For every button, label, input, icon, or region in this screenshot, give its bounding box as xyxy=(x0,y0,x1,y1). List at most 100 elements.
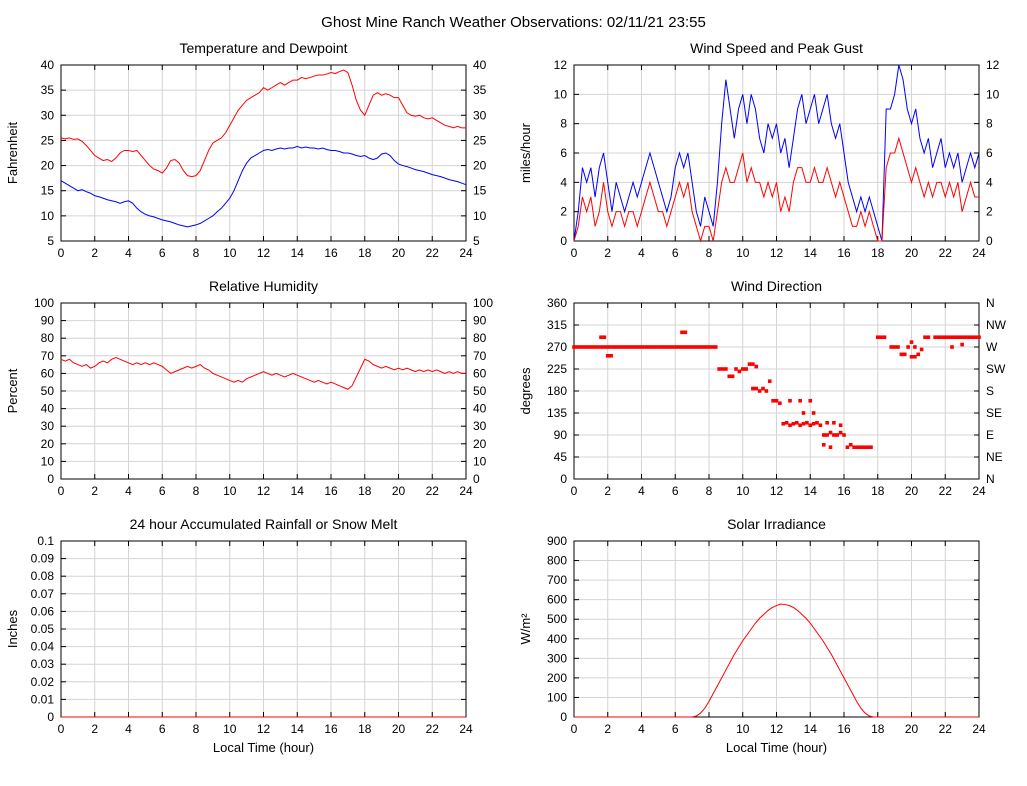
y-axis-label: W/m² xyxy=(518,613,533,645)
svg-text:25: 25 xyxy=(473,133,487,147)
svg-text:6: 6 xyxy=(672,246,679,260)
svg-text:225: 225 xyxy=(547,362,567,376)
svg-text:40: 40 xyxy=(41,58,55,72)
svg-text:2: 2 xyxy=(91,722,98,736)
series-wind-speed xyxy=(573,136,979,243)
svg-text:N: N xyxy=(986,296,995,310)
grid-lines xyxy=(573,64,980,242)
y-axis-label: Inches xyxy=(5,609,20,648)
svg-text:16: 16 xyxy=(837,484,851,498)
svg-text:500: 500 xyxy=(547,612,567,626)
chart-title: Relative Humidity xyxy=(209,278,318,294)
svg-text:0: 0 xyxy=(473,472,480,486)
svg-text:900: 900 xyxy=(547,534,567,548)
chart-wind-speed-peak-gust: 0 2 4 6 8 10 12 14 16 18 20 22 24 0 2 4 6 8 10 12 0 2 4 6 8 10 12 W… xyxy=(516,39,1023,265)
svg-text:0: 0 xyxy=(58,722,65,736)
charts-grid: 0 2 4 6 8 10 12 14 16 18 20 22 24 5 10 15 20 25 30 35 40 5 10 1… xyxy=(0,39,1027,759)
svg-text:0: 0 xyxy=(47,472,54,486)
tick-labels: 0 2 4 6 8 10 12 14 16 18 20 22 245101520253035405101… xyxy=(41,58,487,260)
wind-speed-gust-plot: 0 2 4 6 8 10 12 14 16 18 20 22 24024681012024681012W… xyxy=(518,40,1000,260)
grid-lines xyxy=(60,64,467,242)
svg-text:2: 2 xyxy=(986,205,993,219)
svg-text:8: 8 xyxy=(560,117,567,131)
svg-text:10: 10 xyxy=(41,209,55,223)
chart-title: Wind Speed and Peak Gust xyxy=(690,40,863,56)
svg-text:0: 0 xyxy=(560,472,567,486)
wind-direction-plot: 0 2 4 6 8 10 12 14 16 18 20 22 240459013518022527031… xyxy=(518,278,1007,498)
solar-irradiance-plot: 0 2 4 6 8 10 12 14 16 18 20 22 240100200300400500600… xyxy=(518,516,986,755)
svg-text:50: 50 xyxy=(41,384,55,398)
svg-text:4: 4 xyxy=(125,246,132,260)
svg-text:40: 40 xyxy=(473,402,487,416)
svg-text:10: 10 xyxy=(736,246,750,260)
svg-text:360: 360 xyxy=(547,296,567,310)
svg-text:5: 5 xyxy=(47,234,54,248)
svg-text:6: 6 xyxy=(159,722,166,736)
svg-text:18: 18 xyxy=(871,484,885,498)
svg-text:6: 6 xyxy=(560,146,567,160)
svg-text:10: 10 xyxy=(986,87,1000,101)
svg-text:10: 10 xyxy=(223,246,237,260)
svg-text:18: 18 xyxy=(871,246,885,260)
svg-text:NE: NE xyxy=(986,450,1003,464)
svg-text:5: 5 xyxy=(473,234,480,248)
svg-text:0: 0 xyxy=(58,246,65,260)
svg-text:10: 10 xyxy=(473,454,487,468)
svg-text:200: 200 xyxy=(547,671,567,685)
svg-text:8: 8 xyxy=(193,484,200,498)
svg-text:24: 24 xyxy=(459,484,473,498)
svg-text:16: 16 xyxy=(324,246,338,260)
svg-text:18: 18 xyxy=(871,722,885,736)
svg-text:E: E xyxy=(986,428,994,442)
svg-text:8: 8 xyxy=(706,246,713,260)
axis-ticks xyxy=(573,302,980,480)
svg-text:0: 0 xyxy=(58,484,65,498)
svg-text:0.06: 0.06 xyxy=(31,604,55,618)
tick-labels: 0 2 4 6 8 10 12 14 16 18 20 22 240102030405060708090… xyxy=(34,296,493,498)
svg-text:35: 35 xyxy=(41,83,55,97)
svg-text:18: 18 xyxy=(358,246,372,260)
svg-text:14: 14 xyxy=(291,722,305,736)
svg-text:20: 20 xyxy=(392,246,406,260)
svg-text:70: 70 xyxy=(41,349,55,363)
svg-text:20: 20 xyxy=(392,484,406,498)
svg-text:24: 24 xyxy=(972,246,986,260)
svg-text:12: 12 xyxy=(770,246,784,260)
svg-text:22: 22 xyxy=(939,246,953,260)
chart-title: Temperature and Dewpoint xyxy=(179,40,347,56)
rainfall-plot: 0 2 4 6 8 10 12 14 16 18 20 22 2400.010.020.030.040.… xyxy=(5,516,473,755)
svg-text:12: 12 xyxy=(770,484,784,498)
svg-text:16: 16 xyxy=(324,722,338,736)
series-dewpoint xyxy=(60,145,467,228)
svg-text:30: 30 xyxy=(41,108,55,122)
svg-text:12: 12 xyxy=(257,484,271,498)
svg-text:0.04: 0.04 xyxy=(31,640,55,654)
svg-text:80: 80 xyxy=(41,331,55,345)
svg-text:45: 45 xyxy=(554,450,568,464)
svg-text:20: 20 xyxy=(41,437,55,451)
y-axis-label: degrees xyxy=(518,367,533,414)
svg-text:50: 50 xyxy=(473,384,487,398)
svg-text:180: 180 xyxy=(547,384,567,398)
tick-labels: 0 2 4 6 8 10 12 14 16 18 20 22 240100200300400500600… xyxy=(547,534,986,736)
svg-text:2: 2 xyxy=(91,484,98,498)
svg-text:4: 4 xyxy=(125,484,132,498)
axis-ticks xyxy=(60,64,467,242)
svg-text:0: 0 xyxy=(560,710,567,724)
svg-text:60: 60 xyxy=(473,366,487,380)
svg-text:70: 70 xyxy=(473,349,487,363)
grid-lines xyxy=(60,540,467,718)
svg-text:24: 24 xyxy=(972,484,986,498)
svg-text:0: 0 xyxy=(986,234,993,248)
weather-observations-page: Ghost Mine Ranch Weather Observations: 0… xyxy=(0,14,1027,759)
series-solar-irradiance xyxy=(574,603,979,718)
svg-text:0.03: 0.03 xyxy=(31,657,55,671)
svg-text:NW: NW xyxy=(986,318,1007,332)
svg-text:12: 12 xyxy=(257,246,271,260)
svg-text:4: 4 xyxy=(986,175,993,189)
svg-text:2: 2 xyxy=(91,246,98,260)
svg-text:6: 6 xyxy=(986,146,993,160)
svg-text:315: 315 xyxy=(547,318,567,332)
svg-text:12: 12 xyxy=(770,722,784,736)
page-title: Ghost Mine Ranch Weather Observations: 0… xyxy=(321,14,706,31)
